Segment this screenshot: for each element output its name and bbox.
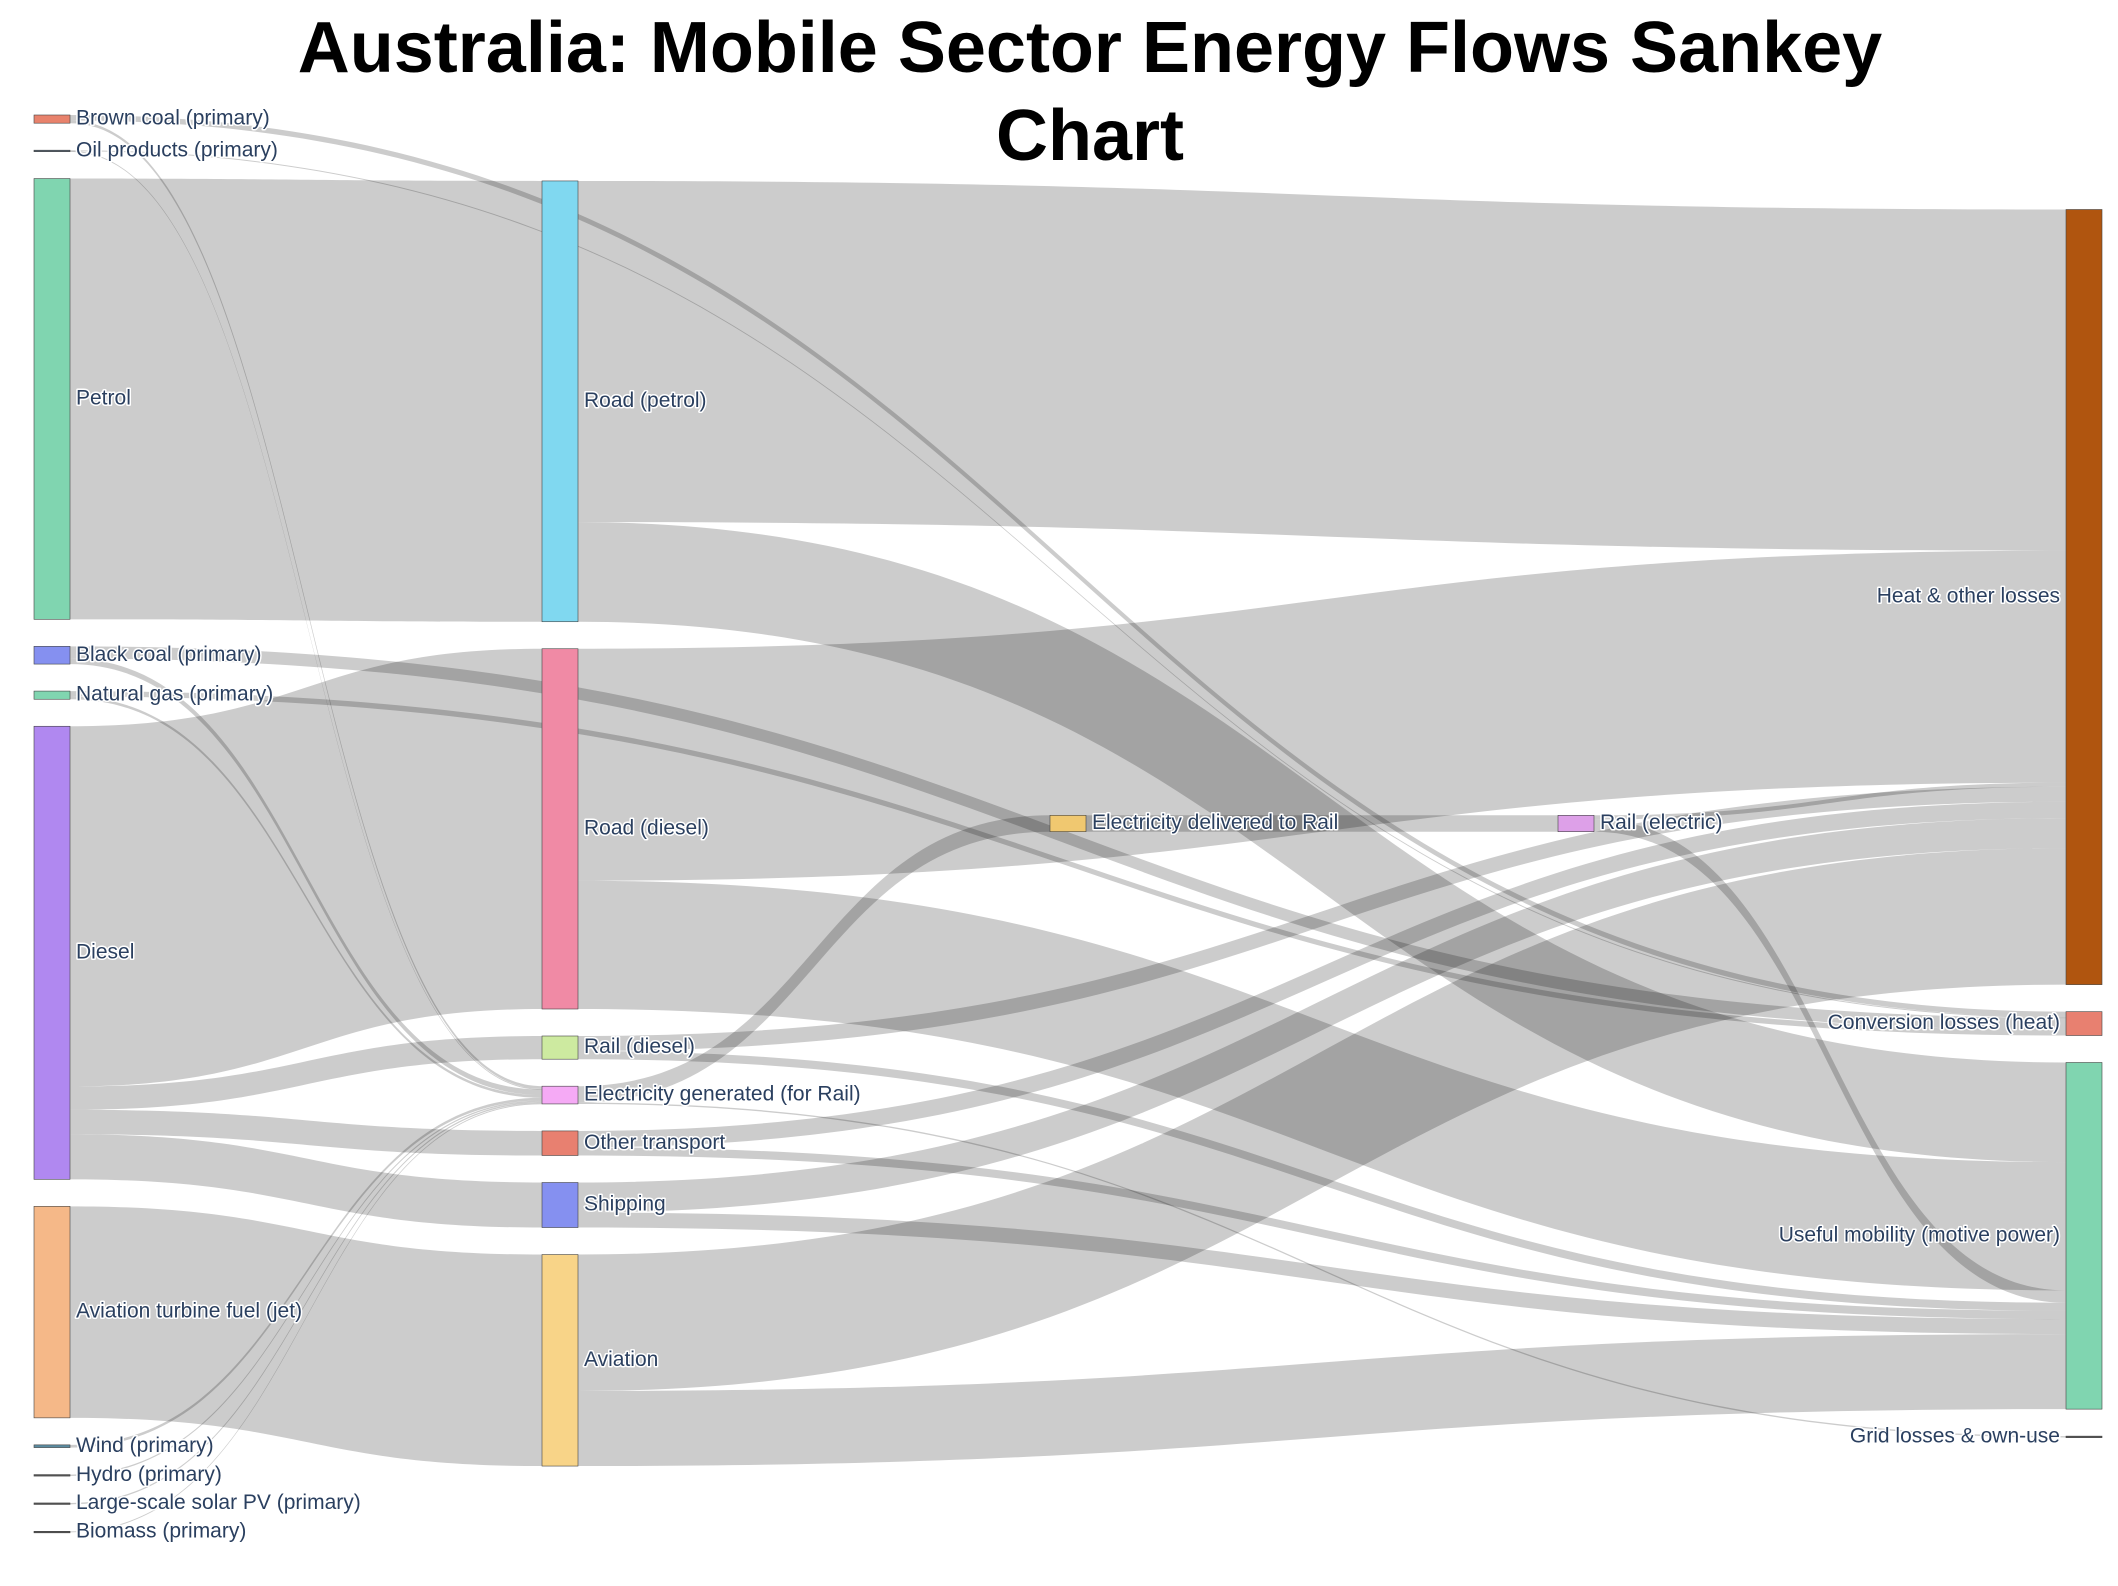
node-label: Other transport [584,1131,725,1154]
node [541,1130,579,1156]
node-label: Natural gas (primary) [76,683,273,706]
node-label: Diesel [76,940,134,963]
node [2065,1435,2103,1438]
node [33,1444,71,1448]
link [70,1097,542,1448]
link [578,522,2066,1163]
node [33,690,71,700]
link [70,1103,542,1533]
node [2065,1062,2103,1410]
link [70,1100,542,1476]
link [70,1134,542,1228]
node [2065,1011,2103,1036]
node [1049,815,1087,832]
node [33,178,71,620]
node-label: Road (diesel) [584,816,709,839]
node-label: Petrol [76,386,131,409]
link [1594,819,2066,1303]
node [33,149,71,152]
node-label: Brown coal (primary) [76,107,270,130]
node [541,1035,579,1060]
node-label: Hydro (primary) [76,1463,222,1486]
link [578,1051,2066,1311]
node [33,1531,71,1534]
node-label: Electricity generated (for Rail) [584,1083,861,1106]
node [33,114,71,124]
link [578,1212,2066,1335]
node-label: Aviation turbine fuel (jet) [76,1300,302,1323]
node [541,1254,579,1467]
node-label: Useful mobility (motive power) [1779,1223,2060,1246]
link [70,646,2066,1031]
link [70,696,542,1098]
link [70,115,2066,1018]
link [578,848,2066,1392]
link [578,1147,2066,1320]
link [578,786,2066,1052]
node [1557,815,1595,832]
node-label: Wind (primary) [76,1434,214,1457]
link [578,818,2066,1213]
node-label: Large-scale solar PV (primary) [76,1491,361,1514]
link [578,550,2066,881]
link [70,178,542,622]
link [578,1102,2066,1438]
node [33,1474,71,1477]
node [2065,209,2103,985]
link [578,1334,2066,1467]
node-label: Road (petrol) [584,389,707,412]
link [70,1035,542,1110]
link [70,120,542,1089]
link [70,1109,542,1156]
link [1594,782,2066,820]
link [578,815,1050,1103]
link [1086,815,1558,832]
node [33,725,71,1180]
link [70,691,2066,1036]
node-label: Oil products (primary) [76,138,278,161]
link [70,1206,542,1467]
link [70,150,542,1090]
node [541,648,579,1010]
link [70,1101,542,1505]
node-label: Shipping [584,1193,666,1216]
node-label: Biomass (primary) [76,1520,246,1543]
node [541,1182,579,1228]
node-label: Rail (electric) [1600,811,1723,834]
node-label: Rail (diesel) [584,1035,695,1058]
link [70,150,2066,1019]
node-label: Heat & other losses [1877,585,2060,608]
link [578,801,2066,1148]
link [70,658,542,1096]
node [541,1085,579,1105]
chart-title: Australia: Mobile Sector Energy Flows Sa… [297,8,1883,176]
link [70,648,542,1087]
node-label: Electricity delivered to Rail [1092,811,1338,834]
link [578,180,2066,551]
node-label: Conversion losses (heat) [1828,1011,2060,1034]
link [578,880,2066,1291]
node [541,180,579,623]
node-label: Grid losses & own-use [1850,1424,2060,1447]
node [33,646,71,665]
node [33,1206,71,1419]
node-label: Aviation [584,1348,658,1371]
node-label: Black coal (primary) [76,643,262,666]
node [33,1502,71,1505]
